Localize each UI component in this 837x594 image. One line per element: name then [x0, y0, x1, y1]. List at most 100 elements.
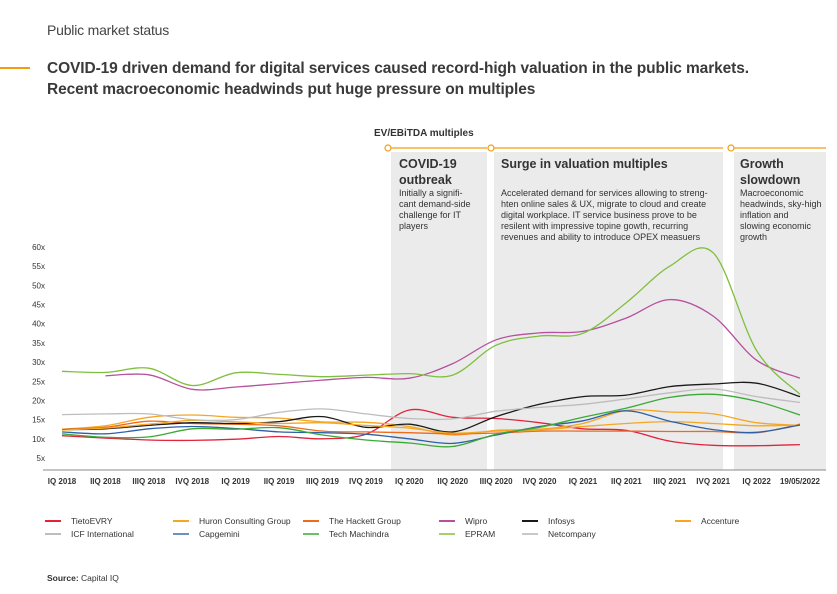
x-tick-label: IQ 2018: [48, 477, 77, 486]
phase-marker-icon: [487, 144, 495, 152]
y-tick-label: 40x: [32, 320, 45, 329]
phase-title-line: Growth: [740, 157, 784, 171]
phase-desc-line: hten online sales & UX, migrate to cloud…: [501, 199, 707, 209]
y-axis: 5x 10x 15x 20x 25x 30x 35x 40x 45x 50x 55x 60x: [32, 243, 45, 463]
phase-title-line: Surge in valuation multiples: [501, 157, 668, 171]
legend-label: Capgemini: [199, 529, 240, 539]
source-note: Source: Capital IQ: [47, 573, 119, 583]
x-tick-label: IIIQ 2020: [480, 477, 513, 486]
legend-item: TietoEVRY: [45, 516, 113, 526]
x-tick-label: IIQ 2020: [437, 477, 468, 486]
phase-desc-line: challenge for IT: [399, 210, 462, 220]
y-tick-label: 55x: [32, 262, 45, 271]
y-tick-label: 30x: [32, 358, 45, 367]
phase-timeline: [384, 144, 826, 152]
legend-label: Wipro: [465, 516, 488, 526]
legend-item: Accenture: [675, 516, 739, 526]
legend-item: Tech Machindra: [303, 529, 389, 539]
legend-swatch-icon: [303, 520, 319, 522]
legend-label: Accenture: [701, 516, 740, 526]
x-tick-label: IIIQ 2021: [653, 477, 686, 486]
x-tick-label: IIIQ 2018: [132, 477, 165, 486]
phase-band-2: [494, 152, 723, 470]
phase-desc-line: Initially a signifi-: [399, 188, 463, 198]
x-tick-label: 19/05/2022: [780, 477, 821, 486]
series-line-icf-international: [61, 388, 801, 422]
legend-swatch-icon: [675, 520, 691, 522]
legend-item: ICF International: [45, 529, 134, 539]
phase-desc-line: inflation and: [740, 210, 789, 220]
x-tick-label: IIQ 2018: [90, 477, 121, 486]
phase-marker-icon: [727, 144, 735, 152]
accent-dash: [0, 67, 30, 69]
legend-swatch-icon: [45, 533, 61, 535]
headline: COVID-19 driven demand for digital servi…: [47, 58, 827, 100]
x-tick-label: IIIQ 2019: [306, 477, 339, 486]
series-line-tech-machindra: [61, 393, 801, 448]
phase-band-3: [734, 152, 826, 470]
x-tick-label: IIQ 2021: [611, 477, 642, 486]
legend-item: Netcompany: [522, 529, 596, 539]
y-tick-label: 10x: [32, 435, 45, 444]
legend-swatch-icon: [439, 520, 455, 522]
phase-desc-line: slowing economic: [740, 221, 812, 231]
legend-label: ICF International: [71, 529, 134, 539]
series-line-infosys: [61, 381, 801, 433]
y-tick-label: 35x: [32, 339, 45, 348]
y-tick-label: 60x: [32, 243, 45, 252]
legend-item: Capgemini: [173, 529, 240, 539]
y-tick-label: 25x: [32, 377, 45, 386]
legend-label: TietoEVRY: [71, 516, 113, 526]
x-tick-label: IVQ 2018: [175, 477, 209, 486]
series-line-wipro: [105, 298, 801, 391]
phase-title-1: COVID-19 outbreak: [399, 156, 457, 188]
phase-desc-line: revenues and ability to introduce OPEX m…: [501, 232, 701, 242]
legend-label: EPRAM: [465, 529, 496, 539]
legend-swatch-icon: [303, 533, 319, 535]
series-line-capgemini: [61, 410, 801, 445]
chart-title: EV/EBiTDA multiples: [374, 128, 474, 139]
series-line-tietoevry: [61, 408, 801, 447]
phase-band-1: [391, 152, 487, 470]
y-tick-label: 15x: [32, 416, 45, 425]
headline-line-2: Recent macroeconomic headwinds put huge …: [47, 81, 536, 98]
phase-desc-line: Accelerated demand for services allowing…: [501, 188, 708, 198]
source-value: Capital IQ: [81, 573, 119, 583]
phase-title-line: slowdown: [740, 173, 801, 187]
phase-desc-line: players: [399, 221, 429, 231]
phase-marker-icon: [384, 144, 392, 152]
section-label: Public market status: [47, 22, 170, 38]
legend-label: Netcompany: [548, 529, 596, 539]
phase-desc-line: Macroeconomic: [740, 188, 804, 198]
source-label: Source:: [47, 573, 79, 583]
phase-desc-3: Macroeconomic headwinds, sky-high inflatio…: [740, 188, 822, 243]
series-line-epram: [61, 247, 801, 395]
x-tick-label: IQ 2019: [221, 477, 250, 486]
legend-item: Huron Consulting Group: [173, 516, 291, 526]
legend-label: Infosys: [548, 516, 575, 526]
legend-label: Tech Machindra: [329, 529, 390, 539]
y-tick-label: 45x: [32, 301, 45, 310]
legend-swatch-icon: [439, 533, 455, 535]
x-tick-label: IVQ 2019: [349, 477, 383, 486]
phase-desc-2: Accelerated demand for services allowing…: [501, 188, 708, 243]
y-tick-label: 50x: [32, 281, 45, 290]
legend-swatch-icon: [173, 520, 189, 522]
phase-desc-line: resilent with impressive topine gowth, r…: [501, 221, 689, 231]
x-axis: IQ 2018 IIQ 2018 IIIQ 2018 IVQ 2018 IQ 2019 I…: [48, 477, 821, 486]
legend-swatch-icon: [522, 520, 538, 522]
legend-item: The Hackett Group: [303, 516, 401, 526]
legend-swatch-icon: [173, 533, 189, 535]
phase-desc-line: cant demand-side: [399, 199, 471, 209]
x-tick-label: IQ 2020: [395, 477, 424, 486]
x-tick-label: IVQ 2020: [523, 477, 557, 486]
phase-desc-line: headwinds, sky-high: [740, 199, 822, 209]
y-tick-label: 20x: [32, 396, 45, 405]
phase-title-2: Surge in valuation multiples: [501, 156, 668, 172]
phase-title-line: outbreak: [399, 173, 452, 187]
legend-label: Huron Consulting Group: [199, 516, 291, 526]
y-tick-label: 5x: [37, 454, 45, 463]
x-tick-label: IIQ 2019: [264, 477, 295, 486]
legend-label: The Hackett Group: [329, 516, 401, 526]
